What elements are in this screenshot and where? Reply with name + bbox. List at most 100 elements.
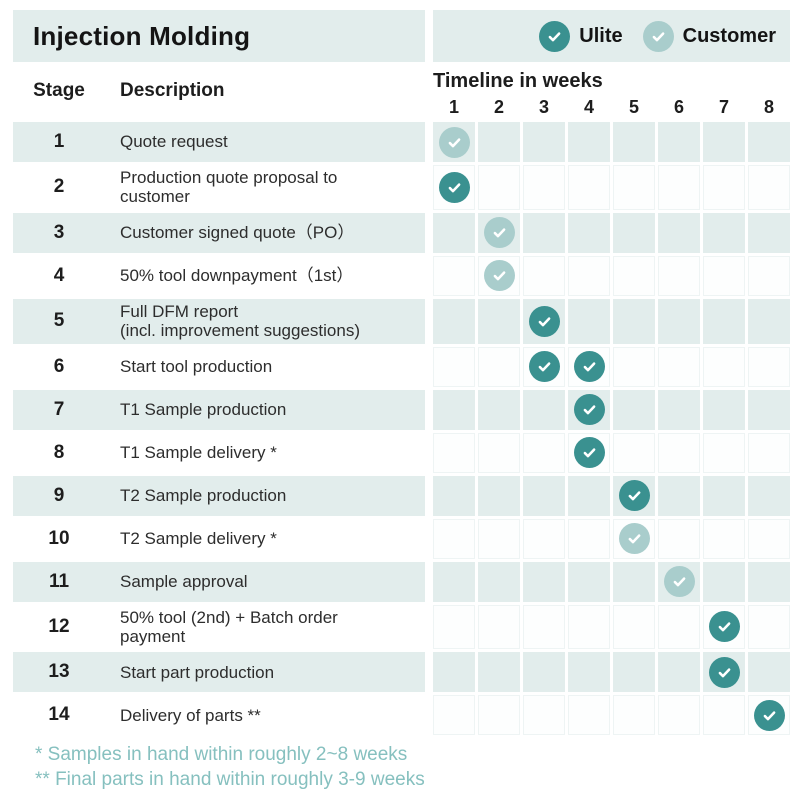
timeline-grid — [433, 389, 790, 430]
week-cell — [613, 475, 655, 516]
week-label-4: 4 — [583, 97, 594, 117]
stage-description: 50% tool downpayment（1st） — [120, 266, 354, 286]
week-cell — [703, 389, 745, 430]
week-cell — [748, 212, 790, 253]
customer-check-icon — [642, 20, 674, 52]
stage-column-header: Stage — [33, 80, 85, 101]
week-cell — [613, 518, 655, 559]
ulite-check-icon — [573, 351, 605, 382]
stage-description: T1 Sample delivery * — [120, 442, 277, 462]
timeline-grid — [433, 652, 790, 693]
stage-row-7: 7 T1 Sample production — [13, 389, 790, 430]
stage-number: 4 — [53, 264, 65, 286]
stage-number: 3 — [53, 221, 65, 243]
week-cell — [748, 346, 790, 387]
customer-check-icon — [483, 217, 515, 249]
week-cell — [433, 432, 475, 473]
legend-item-customer: Customer — [642, 20, 776, 52]
ulite-check-icon — [528, 351, 560, 382]
stage-row-13: 13 Start part production — [13, 652, 790, 693]
timeline-column-header: Timeline in weeks 1 2 3 4 5 6 7 8 — [433, 62, 790, 120]
stage-number: 2 — [53, 176, 65, 198]
week-cell — [703, 475, 745, 516]
timeline-grid — [433, 475, 790, 516]
week-cell — [658, 604, 700, 650]
week-cell — [658, 695, 700, 736]
week-cell — [478, 432, 520, 473]
week-cell — [658, 255, 700, 296]
week-cell — [568, 389, 610, 430]
ulite-check-icon — [539, 20, 571, 52]
timeline-grid — [433, 695, 790, 736]
stage-description: Quote request — [120, 132, 228, 152]
stage-row-4: 4 50% tool downpayment（1st） — [13, 255, 790, 296]
stage-table: 1 Quote request 2 Production quote proposal… — [13, 122, 790, 736]
stage-row-10: 10 T2 Sample delivery * — [13, 518, 790, 559]
footnotes: * Samples in hand within roughly 2~8 wee… — [13, 742, 790, 792]
stage-row-left: 9 T2 Sample production — [13, 475, 425, 516]
week-cell — [748, 695, 790, 736]
week-cell — [478, 652, 520, 693]
ulite-check-icon — [708, 656, 740, 688]
week-cell — [748, 652, 790, 693]
stage-row-9: 9 T2 Sample production — [13, 475, 790, 516]
week-cell — [568, 652, 610, 693]
stage-row-left: 13 Start part production — [13, 652, 425, 693]
stage-description: Start tool production — [120, 356, 273, 376]
week-cell — [748, 561, 790, 602]
week-cell — [658, 561, 700, 602]
week-cell — [613, 561, 655, 602]
week-cell — [523, 389, 565, 430]
week-cell — [613, 389, 655, 430]
timeline-header-label: Timeline in weeks — [433, 70, 603, 92]
week-cell — [658, 346, 700, 387]
week-cell — [523, 518, 565, 559]
week-cell — [478, 255, 520, 296]
stage-description: Production quote proposal to customer — [120, 168, 338, 207]
week-cell — [613, 695, 655, 736]
week-cell — [478, 604, 520, 650]
week-cell — [523, 652, 565, 693]
customer-check-icon — [438, 126, 470, 158]
week-cell — [613, 165, 655, 210]
week-cell — [568, 212, 610, 253]
stage-number: 9 — [53, 484, 65, 506]
week-labels-row: 1 2 3 4 5 6 7 8 — [433, 97, 790, 118]
ulite-check-icon — [708, 611, 740, 643]
week-cell — [478, 212, 520, 253]
week-cell — [478, 389, 520, 430]
stage-row-left: 8 T1 Sample delivery * — [13, 432, 425, 473]
timeline-grid — [433, 255, 790, 296]
week-cell — [703, 122, 745, 162]
week-cell — [748, 432, 790, 473]
stage-row-11: 11 Sample approval — [13, 561, 790, 602]
timeline-grid — [433, 165, 790, 210]
week-cell — [568, 432, 610, 473]
week-cell — [523, 604, 565, 650]
week-cell — [478, 561, 520, 602]
timeline-grid — [433, 298, 790, 344]
title-band-left: Injection Molding — [13, 10, 425, 62]
week-cell — [433, 604, 475, 650]
week-cell — [568, 298, 610, 344]
customer-check-icon — [663, 566, 695, 597]
legend-item-ulite: Ulite — [539, 20, 623, 52]
week-cell — [658, 432, 700, 473]
stage-row-3: 3 Customer signed quote（PO） — [13, 212, 790, 253]
week-label-8: 8 — [763, 97, 774, 117]
stage-description: Sample approval — [120, 571, 248, 591]
stage-row-1: 1 Quote request — [13, 122, 790, 162]
footnote-samples: * Samples in hand within roughly 2~8 wee… — [35, 744, 408, 766]
timeline-grid — [433, 604, 790, 650]
week-cell — [703, 604, 745, 650]
week-cell — [568, 695, 610, 736]
week-cell — [433, 165, 475, 210]
stage-description: T1 Sample production — [120, 399, 287, 419]
week-label-1: 1 — [448, 97, 459, 117]
legend-label-customer: Customer — [682, 24, 776, 47]
week-cell — [703, 165, 745, 210]
customer-check-icon — [483, 260, 515, 292]
week-cell — [478, 695, 520, 736]
week-cell — [523, 212, 565, 253]
